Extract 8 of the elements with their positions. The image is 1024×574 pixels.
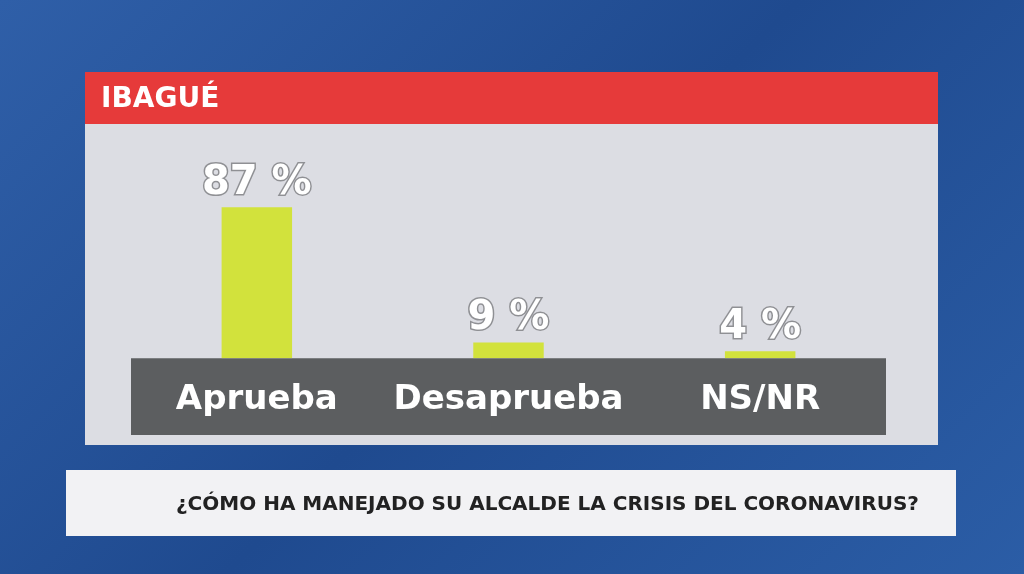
text: ¿CÓMO HA MANEJADO SU ALCALDE LA CRISIS DEL CORONAVIRUS?: [66, 470, 956, 536]
data-label: 4 %: [719, 300, 802, 347]
chart-title: IBAGUÉ: [85, 72, 938, 124]
x-tick-label: NS/NR: [700, 377, 821, 418]
data-label: 9 %: [467, 291, 550, 338]
data-label: 87 %: [202, 156, 312, 203]
x-tick-label: Aprueba: [175, 377, 338, 418]
x-tick-label: Desaprueba: [393, 377, 624, 418]
